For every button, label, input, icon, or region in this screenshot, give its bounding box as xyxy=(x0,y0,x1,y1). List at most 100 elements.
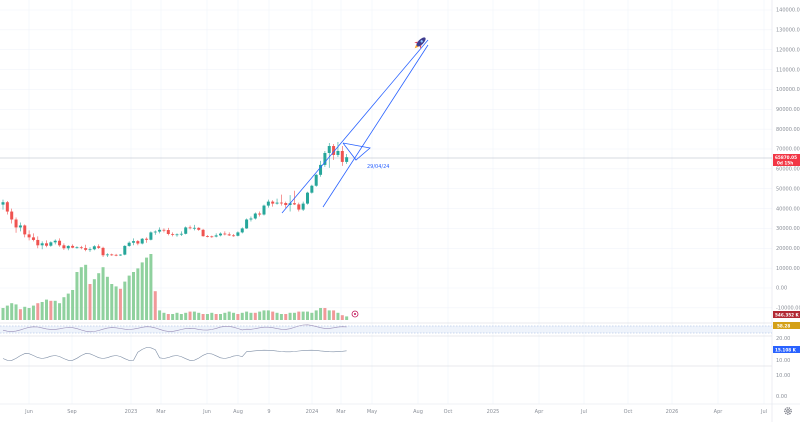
candle-body xyxy=(23,225,27,235)
volume-bar xyxy=(127,275,131,320)
candle-body xyxy=(245,219,249,229)
trend-channel[interactable] xyxy=(281,39,429,214)
time-axis[interactable]: Jun Sep 2023 Mar Jun Aug 9 2024 Mar May Aug Oct 2025… xyxy=(24,409,767,415)
candle-body xyxy=(27,234,31,238)
grid-lines xyxy=(0,0,772,404)
volume-bar xyxy=(36,303,40,320)
candle-body xyxy=(253,213,257,219)
candle-body xyxy=(192,227,196,229)
candle-body xyxy=(132,241,135,243)
candle-body xyxy=(266,201,270,206)
candle-body xyxy=(319,164,323,175)
candle-body xyxy=(114,254,118,256)
rsi-pane xyxy=(0,324,772,334)
candle-body xyxy=(140,238,144,244)
volume-bar xyxy=(223,312,227,320)
volume-bar xyxy=(88,284,92,320)
indicator2-tick-20: 20.00 xyxy=(776,336,790,342)
candle-body xyxy=(75,247,79,249)
candle-body xyxy=(179,233,183,235)
volume-bar xyxy=(45,299,48,320)
volume-bar xyxy=(275,312,279,320)
indicator2-badge: 15.108 K xyxy=(773,346,800,353)
volume-bar xyxy=(253,312,257,320)
time-tick: Apr xyxy=(535,409,545,415)
candle-body xyxy=(171,233,175,235)
volume-bar xyxy=(188,311,192,320)
trendline-lower[interactable] xyxy=(322,44,429,208)
volume-bar xyxy=(306,311,309,320)
volume-bar xyxy=(149,254,153,320)
candle-body xyxy=(62,245,66,249)
candle-body xyxy=(71,245,75,248)
candle-body xyxy=(292,203,296,205)
volume-bar xyxy=(284,314,288,320)
volume-bar xyxy=(66,293,70,320)
candle-body xyxy=(92,246,96,250)
candle-body xyxy=(327,146,331,153)
volume-bar xyxy=(249,312,253,320)
candle-body xyxy=(201,229,205,237)
current-price-value: 65870.05 xyxy=(775,155,797,160)
price-tick: 110000.00 xyxy=(776,67,800,73)
rocket-icon[interactable] xyxy=(411,35,428,52)
candle-body xyxy=(314,174,318,186)
volume-bar xyxy=(258,311,262,320)
candle-body xyxy=(323,152,327,165)
price-tick: 140000.00 xyxy=(776,8,800,14)
indicator1-badge: 58.28 xyxy=(773,322,800,329)
time-tick: Jul xyxy=(580,409,587,415)
volume-bar xyxy=(158,310,162,320)
candle-body xyxy=(332,146,336,155)
time-tick: 2023 xyxy=(125,409,138,415)
volume-bar xyxy=(75,272,79,320)
time-tick: Jun xyxy=(24,409,33,415)
candle-body xyxy=(240,228,244,233)
trendline-upper[interactable] xyxy=(281,39,429,214)
volume-bar xyxy=(136,268,140,320)
volume-bar xyxy=(27,308,31,320)
candle-body xyxy=(79,247,83,249)
candle-body xyxy=(232,235,236,237)
candle-body xyxy=(227,234,231,236)
price-axis[interactable]: 140000.00 130000.00 120000.00 110000.00 1000… xyxy=(776,8,800,312)
price-tick: 10000.00 xyxy=(776,266,800,272)
volume-bar xyxy=(166,314,170,320)
candlesticks xyxy=(1,142,349,258)
candle-body xyxy=(158,229,162,232)
volume-bar xyxy=(227,311,231,320)
current-price-badge: 65870.05 0d 15h xyxy=(773,154,800,166)
volume-bar xyxy=(84,264,88,320)
volume-bars xyxy=(1,254,349,320)
volume-bar xyxy=(71,290,75,320)
volume-bar xyxy=(340,315,344,320)
volume-bar xyxy=(1,308,5,320)
time-tick: Jun xyxy=(202,409,211,415)
annotation-date: 29/04/24 xyxy=(367,164,389,170)
candle-body xyxy=(123,245,127,255)
candle-body xyxy=(153,231,157,233)
candle-body xyxy=(101,247,105,256)
candle-body xyxy=(118,254,122,256)
lower-pane-tick-10: 10.00 xyxy=(776,373,790,379)
volume-bar xyxy=(292,312,296,320)
pennant-triangle[interactable] xyxy=(342,142,371,161)
candle-body xyxy=(127,242,131,246)
settings-gear-icon[interactable] xyxy=(784,407,792,415)
volume-badge: 546.352 K xyxy=(773,311,800,318)
volume-bar xyxy=(319,308,323,320)
candle-body xyxy=(14,219,18,228)
candle-body xyxy=(249,218,253,220)
candle-body xyxy=(219,233,222,236)
candle-body xyxy=(36,239,40,246)
candle-body xyxy=(10,211,14,220)
alert-circle-icon[interactable] xyxy=(351,310,359,318)
volume-bar xyxy=(236,314,240,320)
candle-body xyxy=(205,236,209,237)
candle-body xyxy=(301,203,305,210)
candle-body xyxy=(210,236,214,238)
volume-bar xyxy=(162,312,166,320)
candle-body xyxy=(262,205,266,215)
time-tick: Oct xyxy=(444,409,453,415)
